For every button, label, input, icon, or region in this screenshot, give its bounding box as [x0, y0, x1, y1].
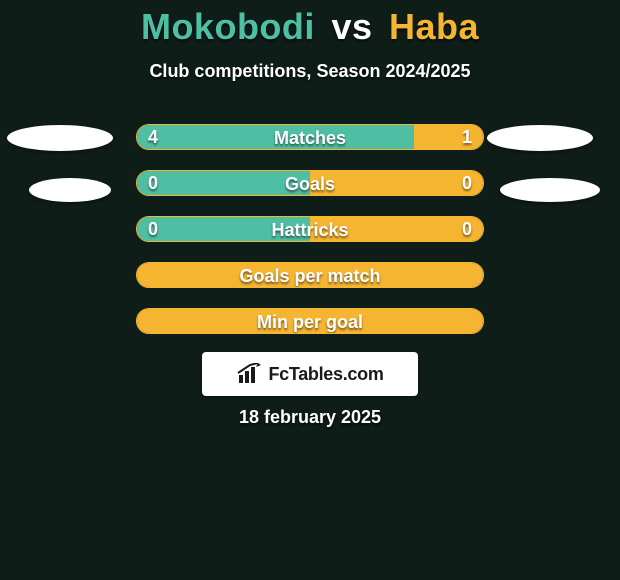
metric-bar-right	[414, 125, 483, 149]
subtitle: Club competitions, Season 2024/2025	[0, 61, 620, 82]
metric-value-right: 0	[462, 216, 472, 242]
metric-row: Min per goal	[0, 308, 620, 334]
brand-text: FcTables.com	[268, 364, 383, 385]
avatar-placeholder	[29, 178, 111, 202]
player-right-name: Haba	[389, 6, 479, 47]
metric-bar-track: Goals	[136, 170, 484, 196]
metric-bar-track: Min per goal	[136, 308, 484, 334]
metric-row: Goals per match	[0, 262, 620, 288]
player-left-name: Mokobodi	[141, 6, 315, 47]
metric-bar-right	[137, 309, 483, 333]
title-vs: vs	[331, 6, 372, 47]
metric-bar-left	[137, 125, 414, 149]
metric-bar-right	[310, 217, 483, 241]
metric-row: Hattricks0 0	[0, 216, 620, 242]
comparison-card: Mokobodi vs Haba Club competitions, Seas…	[0, 0, 620, 580]
metric-value-left: 0	[148, 170, 158, 196]
metric-bar-track: Hattricks	[136, 216, 484, 242]
metric-value-left: 0	[148, 216, 158, 242]
avatar-placeholder	[7, 125, 113, 151]
metric-bar-track: Matches	[136, 124, 484, 150]
page-title: Mokobodi vs Haba	[0, 6, 620, 48]
metric-bar-track: Goals per match	[136, 262, 484, 288]
metric-value-left: 4	[148, 124, 158, 150]
avatar-placeholder	[500, 178, 600, 202]
metric-bar-right	[137, 263, 483, 287]
brand-chart-icon	[236, 363, 262, 385]
avatar-placeholder	[487, 125, 593, 151]
metric-bar-left	[137, 217, 310, 241]
metric-rows: Matches41Goals00Hattricks00Goals per mat…	[0, 124, 620, 354]
generated-date: 18 february 2025	[0, 407, 620, 428]
metric-value-right: 0	[462, 170, 472, 196]
metric-bar-left	[137, 171, 310, 195]
brand-badge[interactable]: FcTables.com	[202, 352, 418, 396]
metric-value-right: 1	[462, 124, 472, 150]
metric-bar-right	[310, 171, 483, 195]
